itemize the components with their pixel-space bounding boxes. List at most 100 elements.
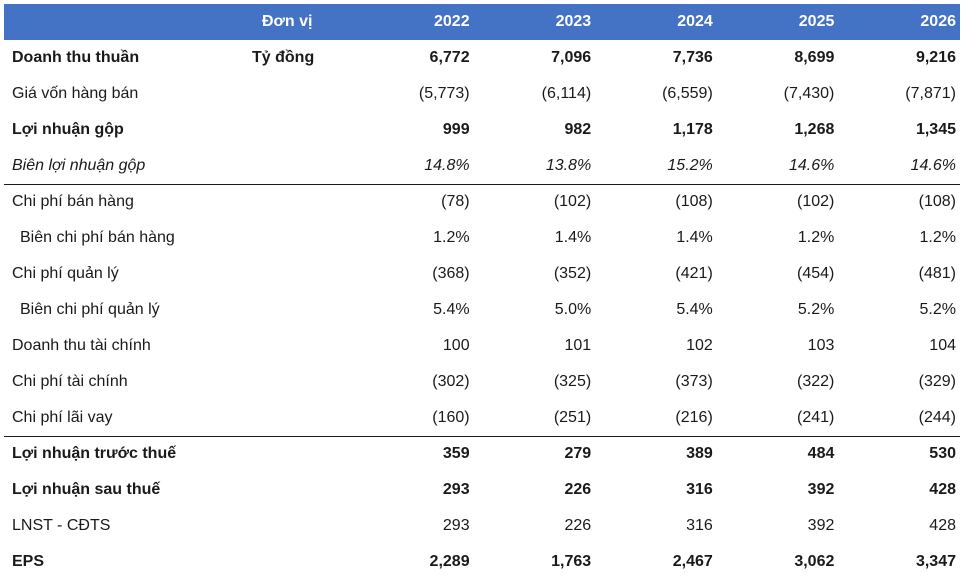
- row-value: 1.2%: [797, 229, 835, 246]
- row-value: (251): [553, 408, 592, 426]
- row-value: 484: [716, 435, 839, 472]
- row-value: 982: [564, 121, 592, 138]
- row-value: 1.2%: [433, 229, 470, 246]
- row-value: 13.8%: [545, 156, 592, 174]
- row-unit: [248, 183, 352, 220]
- row-value: 3,062: [794, 553, 835, 570]
- row-value: 392: [807, 517, 835, 534]
- row-value: 5.0%: [554, 301, 592, 318]
- row-unit: [248, 76, 352, 112]
- row-value: 389: [595, 435, 717, 472]
- row-value: 293: [442, 517, 470, 534]
- row-value: 1,268: [794, 121, 835, 138]
- row-value: 316: [686, 481, 713, 498]
- row-value: (352): [553, 265, 592, 282]
- row-value: 359: [352, 435, 474, 472]
- row-value: 1,178: [672, 121, 713, 138]
- row-value: (454): [797, 265, 835, 282]
- row-value: 226: [564, 517, 592, 534]
- row-value: 7,096: [551, 49, 592, 66]
- table-row: EPS 2,289 1,763 2,467 3,062 3,347: [4, 544, 960, 580]
- header-label-cell: [4, 4, 248, 40]
- row-value: 7,736: [672, 49, 713, 66]
- row-value: (216): [675, 408, 713, 426]
- row-value: 1.4%: [676, 229, 713, 246]
- row-value: (322): [797, 373, 835, 390]
- row-label: Chi phí lãi vay: [12, 408, 113, 426]
- row-value: 279: [473, 435, 596, 472]
- table-row: LNST - CĐTS 293 226 316 392 428: [4, 508, 960, 544]
- row-value: 316: [686, 517, 713, 534]
- row-value: 530: [838, 435, 960, 472]
- row-value: 1,763: [551, 553, 592, 570]
- row-label: Doanh thu tài chính: [12, 337, 151, 354]
- table-row: Chi phí bán hàng (78) (102) (108) (102) …: [4, 183, 960, 220]
- table-row: Lợi nhuận gộp 999 982 1,178 1,268 1,345: [4, 112, 960, 148]
- row-value: 5.2%: [919, 301, 956, 318]
- row-value: (7,430): [783, 85, 835, 102]
- table-row: Biên chi phí bán hàng 1.2% 1.4% 1.4% 1.2…: [4, 220, 960, 256]
- row-label: Lợi nhuận sau thuế: [12, 481, 161, 498]
- row-label: Chi phí quản lý: [12, 265, 119, 282]
- row-unit: [248, 472, 352, 508]
- table-row: Doanh thu thuần Tỷ đồng 6,772 7,096 7,73…: [4, 40, 960, 76]
- table-row: Biên lợi nhuận gộp 14.8% 13.8% 15.2% 14.…: [4, 148, 960, 184]
- row-value: (325): [553, 373, 592, 390]
- header-year-2023: 2023: [555, 13, 592, 30]
- row-unit: [248, 328, 352, 364]
- table-header-row: Đơn vị 2022 2023 2024 2025 2026: [4, 4, 960, 40]
- row-value: 293: [442, 481, 470, 498]
- row-value: 3,347: [915, 553, 956, 570]
- row-value: (6,114): [541, 85, 592, 102]
- row-value: (78): [352, 183, 474, 220]
- row-value: (102): [716, 183, 839, 220]
- row-value: 999: [442, 121, 470, 138]
- row-label: Biên chi phí bán hàng: [20, 229, 175, 246]
- row-value: (373): [675, 373, 713, 390]
- row-value: 428: [929, 481, 956, 498]
- row-label: Lợi nhuận trước thuế: [4, 435, 248, 472]
- row-label: EPS: [12, 553, 45, 570]
- row-value: 103: [807, 337, 835, 354]
- row-value: 2,467: [672, 553, 713, 570]
- row-value: (302): [432, 373, 470, 390]
- table-row: Biên chi phí quản lý 5.4% 5.0% 5.4% 5.2%…: [4, 292, 960, 328]
- row-value: 1.2%: [919, 229, 956, 246]
- row-value: (368): [432, 265, 470, 282]
- row-value: 5.4%: [676, 301, 713, 318]
- row-value: 101: [564, 337, 592, 354]
- row-label: Chi phí tài chính: [12, 373, 128, 390]
- row-value: (108): [595, 183, 717, 220]
- header-year-2026: 2026: [920, 13, 956, 30]
- row-unit: [248, 508, 352, 544]
- row-value: 5.4%: [433, 301, 470, 318]
- row-value: 14.6%: [789, 156, 835, 174]
- row-value: 14.8%: [424, 156, 470, 174]
- table-row: Chi phí lãi vay (160) (251) (216) (241) …: [4, 400, 960, 436]
- header-unit: Đơn vị: [262, 13, 313, 30]
- table-row: Lợi nhuận sau thuế 293 226 316 392 428: [4, 472, 960, 508]
- row-value: (329): [918, 373, 956, 390]
- row-value: (6,559): [662, 85, 713, 102]
- row-unit: [248, 256, 352, 292]
- row-value: (421): [675, 265, 713, 282]
- table-row: Chi phí quản lý (368) (352) (421) (454) …: [4, 256, 960, 292]
- row-unit: [248, 435, 352, 472]
- row-value: (160): [432, 408, 470, 426]
- row-value: 8,699: [794, 49, 835, 66]
- row-value: 1.4%: [554, 229, 592, 246]
- row-value: 392: [807, 481, 835, 498]
- row-value: 15.2%: [667, 156, 713, 174]
- row-label: LNST - CĐTS: [12, 517, 111, 534]
- table-row: Doanh thu tài chính 100 101 102 103 104: [4, 328, 960, 364]
- row-value: 100: [442, 337, 470, 354]
- row-value: (102): [473, 183, 596, 220]
- row-label: Chi phí bán hàng: [4, 183, 248, 220]
- row-value: (108): [838, 183, 960, 220]
- row-label: Biên lợi nhuận gộp: [12, 156, 146, 174]
- row-value: (244): [918, 408, 956, 426]
- row-unit: [248, 220, 352, 256]
- table-row: Lợi nhuận trước thuế 359 279 389 484 530: [4, 435, 960, 472]
- row-value: 9,216: [915, 49, 956, 66]
- row-value: (7,871): [905, 85, 956, 102]
